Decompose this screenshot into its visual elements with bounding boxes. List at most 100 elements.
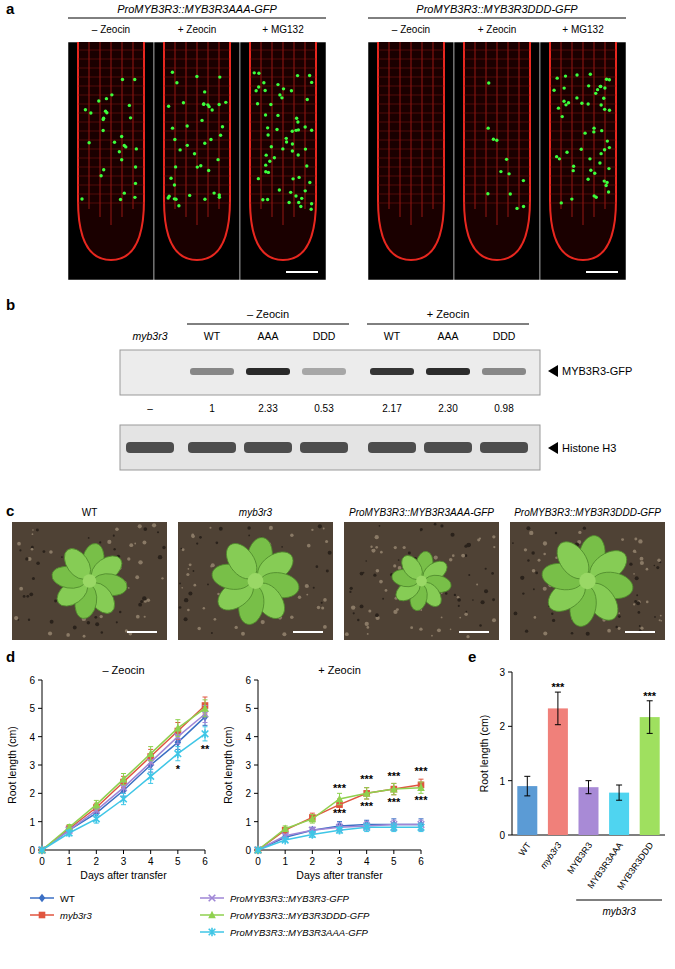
gfp-signal: [297, 201, 300, 204]
cell-wall: [78, 59, 144, 60]
cell-file: [497, 42, 498, 225]
cell-wall: [378, 59, 444, 60]
soil: [216, 542, 219, 545]
leaf: [579, 573, 596, 590]
cell-wall: [250, 95, 316, 96]
leaf: [83, 574, 97, 588]
soil: [328, 551, 332, 555]
soil: [184, 598, 188, 602]
cell-wall: [250, 50, 316, 51]
soil: [290, 615, 294, 619]
soil: [214, 618, 217, 621]
gfp-signal: [564, 74, 567, 77]
gfp-signal: [575, 73, 578, 76]
soil: [420, 528, 423, 531]
gfp-signal: [505, 158, 508, 161]
soil: [440, 524, 443, 527]
gfp-signal: [218, 196, 221, 199]
gfp-signal: [555, 76, 558, 79]
x-tick-label: 1: [282, 856, 288, 867]
x-tick-label: 0: [255, 856, 261, 867]
gfp-signal: [186, 144, 189, 147]
gfp-signal: [499, 170, 502, 173]
gfp-signal: [594, 196, 597, 199]
soil: [142, 541, 146, 545]
cell-wall: [378, 149, 444, 150]
marker: [255, 846, 262, 855]
gfp-signal: [291, 177, 294, 180]
y-tick-label: 4: [245, 732, 251, 743]
soil: [363, 572, 365, 574]
y-tick: [508, 780, 512, 781]
y-tick: [508, 726, 512, 727]
gfp-signal: [295, 117, 298, 120]
soil: [529, 531, 533, 535]
soil: [162, 546, 165, 549]
significance: ***: [333, 782, 347, 794]
cell-file: [111, 42, 112, 225]
cell-wall: [78, 113, 144, 114]
gfp-signal: [596, 88, 599, 91]
significance: ***: [643, 690, 657, 702]
x-tick-label: 0: [39, 856, 45, 867]
soil: [479, 624, 482, 627]
leaf: [416, 576, 427, 587]
band: [126, 442, 174, 453]
marker: [201, 704, 209, 712]
condition: + Zeocin: [478, 24, 517, 35]
soil: [316, 565, 319, 568]
y-tick: [254, 821, 258, 822]
gfp-signal: [199, 164, 202, 167]
soil: [321, 606, 324, 609]
gfp-signal: [273, 156, 276, 159]
soil: [638, 611, 641, 614]
gfp-signal: [266, 133, 269, 136]
soil: [618, 615, 621, 618]
gfp-signal: [264, 113, 267, 116]
background: [0, 0, 675, 969]
gfp-signal: [84, 108, 87, 111]
cell-wall: [78, 185, 144, 186]
x-tick: [393, 850, 394, 854]
cell-wall: [550, 194, 616, 195]
cell-wall: [464, 95, 530, 96]
gfp-signal: [210, 108, 213, 111]
marker: [93, 800, 101, 808]
cell-wall: [464, 104, 530, 105]
marker: [390, 785, 398, 793]
gfp-signal: [216, 158, 219, 161]
marker: [39, 847, 46, 854]
band-label: MYB3R3-GFP: [562, 365, 632, 377]
soil: [457, 598, 461, 602]
soil: [410, 626, 413, 629]
photo: [510, 522, 665, 640]
y-tick-label: 5: [29, 703, 35, 714]
gfp-signal: [133, 196, 136, 199]
y-tick-label: 3: [245, 760, 251, 771]
error-bar: [94, 815, 99, 824]
soil: [95, 622, 99, 626]
gfp-signal: [603, 108, 606, 111]
cell-wall: [164, 203, 230, 204]
error-bar: [555, 692, 561, 725]
soil: [136, 615, 140, 619]
soil: [281, 546, 283, 548]
gfp-signal: [173, 138, 176, 141]
soil: [219, 527, 223, 531]
marker: [175, 749, 182, 758]
cell-wall: [250, 185, 316, 186]
soil: [87, 621, 91, 625]
gfp-signal: [586, 102, 589, 105]
gfp-signal: [113, 141, 116, 144]
gfp-signal: [185, 124, 188, 127]
x-tick-label: 1: [66, 856, 72, 867]
y-tick: [38, 765, 42, 766]
gfp-signal: [266, 198, 269, 201]
soil: [403, 546, 406, 549]
marker: [147, 772, 154, 781]
soil: [526, 526, 530, 530]
soil: [472, 599, 474, 601]
x-tick-label: 2: [310, 856, 316, 867]
gfp-signal: [123, 191, 126, 194]
soil: [464, 613, 468, 617]
